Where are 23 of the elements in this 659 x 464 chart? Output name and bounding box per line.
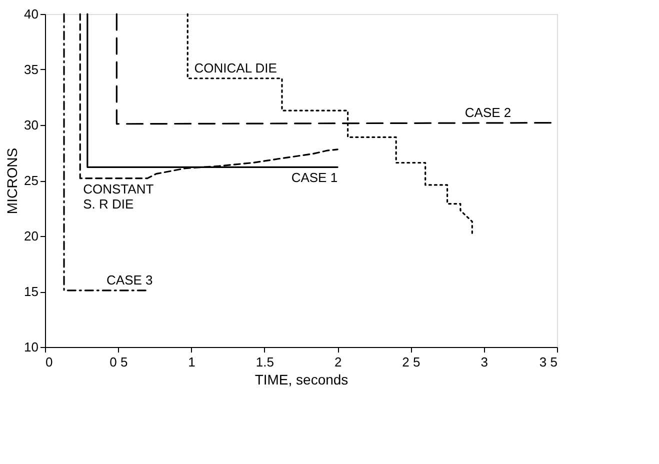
y-axis-title: MICRONS [4, 148, 20, 214]
x-tick-label: 0 5 [110, 354, 128, 370]
y-tick-label: 35 [24, 62, 38, 77]
annotation: CASE 2 [464, 104, 512, 120]
y-tick-label: 30 [24, 118, 38, 132]
x-axis-title: TIME, seconds [254, 372, 348, 388]
annotation: S. R DIE [83, 196, 134, 212]
annotation: CONSTANT [83, 181, 154, 196]
y-tick-label: 10 [24, 340, 38, 354]
x-tick-label: 2 5 [402, 354, 420, 370]
x-tick-label: 0 [46, 354, 53, 370]
annotation: CONICAL DIE [194, 60, 278, 76]
y-tick-label: 25 [24, 173, 38, 188]
annotation: CASE 3 [106, 272, 153, 288]
x-tick-label: 2 [334, 354, 342, 370]
y-tick-label: 40 [24, 6, 38, 22]
x-tick-label: 1 [188, 354, 196, 370]
x-tick-label: 3 [480, 354, 488, 370]
x-tick-label: 1.5 [256, 354, 274, 370]
y-tick-label: 20 [24, 228, 38, 244]
annotation: CASE 1 [291, 170, 338, 186]
x-tick-label: 3 5 [539, 354, 558, 370]
y-tick-label: 15 [24, 284, 38, 299]
